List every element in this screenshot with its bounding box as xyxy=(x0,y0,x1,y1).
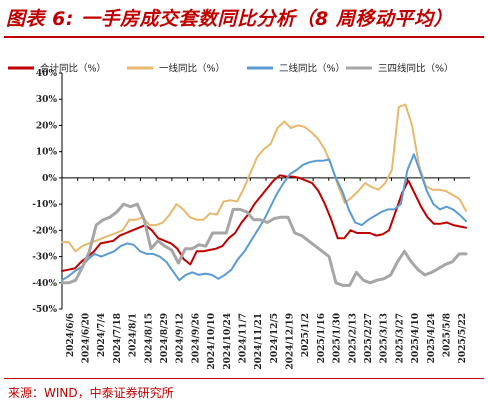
x-tick-label: 2025/5/22 xyxy=(458,313,468,363)
y-tick-label: -10% xyxy=(32,200,57,210)
x-tick-label: 2024/6/20 xyxy=(82,313,92,363)
legend: 合计同比（%） 一线同比（%） 二线同比（%） 三四线同比（%） xyxy=(8,63,454,75)
x-tick-label: 2025/1/2 xyxy=(301,313,311,357)
x-tick-label: 2025/1/16 xyxy=(317,313,327,363)
y-tick-label: 40% xyxy=(36,69,58,79)
x-tick-label: 2025/1/30 xyxy=(333,313,343,363)
source-note: 来源：WIND，中泰证券研究所 xyxy=(8,386,174,400)
legend-label: 三四线同比（%） xyxy=(378,63,454,75)
x-tick-label: 2024/6/6 xyxy=(66,313,76,357)
x-tick-label: 2025/4/24 xyxy=(427,313,437,363)
x-tick-label: 2024/7/18 xyxy=(113,313,123,363)
axes: 40% 30% 20% 10% 0% -10% -20% -30% -40% -50% 2024/6… xyxy=(32,69,470,370)
x-tick-label: 2024/10/10 xyxy=(207,313,217,370)
x-tick-label: 2024/10/24 xyxy=(223,313,233,370)
series-line-2 xyxy=(61,103,467,253)
source-rule xyxy=(4,378,484,379)
x-tick-label: 2024/9/12 xyxy=(176,313,186,363)
series-line-1 xyxy=(61,174,467,272)
x-tick-label: 2024/12/19 xyxy=(286,313,296,370)
legend-label: 二线同比（%） xyxy=(279,63,345,75)
y-tick-label: 0% xyxy=(42,174,57,184)
y-tick-label: 30% xyxy=(36,95,58,105)
x-tick-label: 2024/11/7 xyxy=(238,313,248,363)
y-tick-label: 10% xyxy=(36,148,58,158)
legend-label: 合计同比（%） xyxy=(40,63,106,75)
series-line-4 xyxy=(60,202,468,287)
x-tick-label: 2024/8/15 xyxy=(144,313,154,363)
x-tick-label: 2024/12/5 xyxy=(270,313,280,363)
x-tick-label: 2025/3/27 xyxy=(395,313,405,363)
x-tick-label: 2025/2/27 xyxy=(364,313,374,363)
x-tick-label: 2025/4/10 xyxy=(411,313,421,363)
y-tick-label: -50% xyxy=(32,305,57,315)
y-tick-label: -40% xyxy=(32,279,57,289)
y-tick-label: -20% xyxy=(32,226,57,236)
x-tick-label: 2024/7/4 xyxy=(97,313,107,357)
x-tick-label: 2025/5/8 xyxy=(442,313,452,357)
x-tick-label: 2025/2/13 xyxy=(348,313,358,363)
title-rule xyxy=(4,36,484,38)
chart-title: 图表 6: 一手房成交套数同比分析（8 周移动平均） xyxy=(6,8,453,30)
x-tick-label: 2024/11/21 xyxy=(254,313,264,370)
line-chart: 40% 30% 20% 10% 0% -10% -20% -30% -40% -50% 2024/6… xyxy=(8,63,470,370)
y-tick-label: 20% xyxy=(36,121,58,131)
x-tick-label: 2025/3/13 xyxy=(380,313,390,363)
x-tick-label: 2024/9/26 xyxy=(191,313,201,363)
series-lines xyxy=(60,103,468,287)
y-tick-label: -30% xyxy=(32,253,57,263)
legend-label: 一线同比（%） xyxy=(159,63,225,75)
series-line-3 xyxy=(61,153,467,282)
x-tick-label: 2024/8/29 xyxy=(160,313,170,363)
x-tick-label: 2024/8/1 xyxy=(129,313,139,357)
